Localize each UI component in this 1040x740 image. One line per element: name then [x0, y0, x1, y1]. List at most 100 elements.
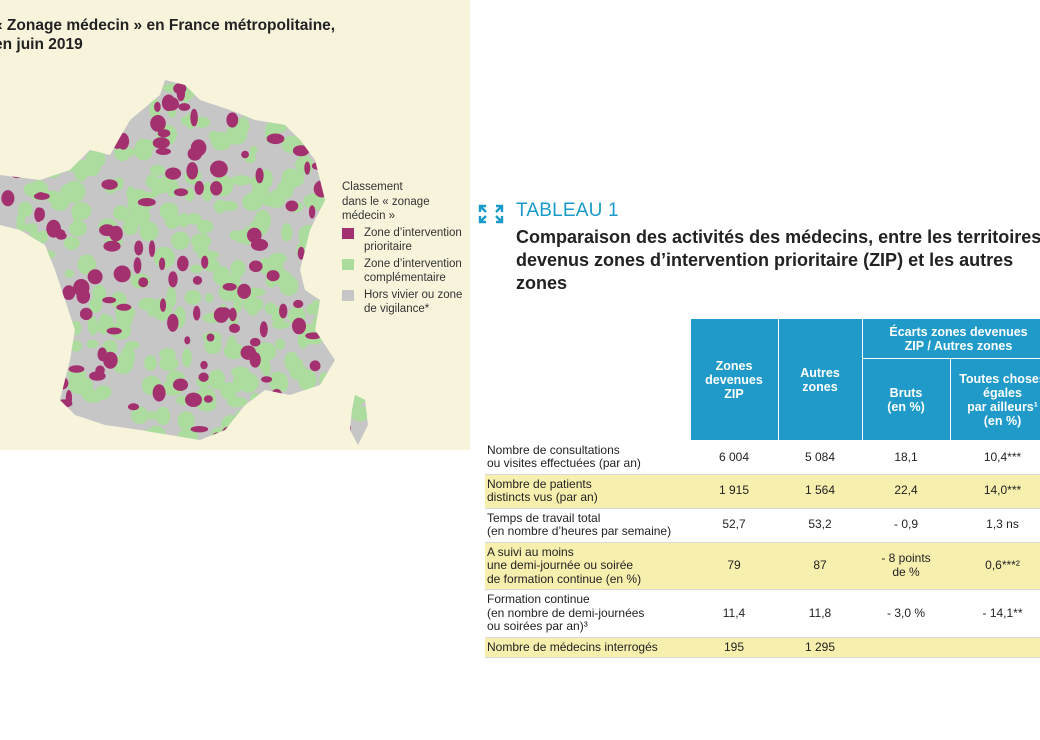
map-zone	[18, 308, 33, 319]
map-zone	[133, 257, 142, 274]
map-zone	[12, 354, 23, 362]
map-zone	[35, 207, 45, 221]
map-zone	[267, 189, 286, 209]
map-zone	[41, 100, 51, 116]
map-zone	[1, 277, 10, 293]
map-zone	[49, 284, 59, 296]
map-zone	[241, 416, 257, 427]
map-zone	[77, 254, 97, 275]
map-zone	[212, 266, 231, 286]
map-zone	[125, 429, 144, 445]
map-zone	[0, 148, 8, 163]
header-cell: Autres zones	[777, 318, 863, 441]
map-zone	[342, 395, 364, 408]
expand-icon[interactable]	[478, 204, 504, 224]
row-label-line: Temps de travail total	[487, 510, 601, 525]
map-zone	[58, 95, 70, 113]
row-label: A suivi au moins une demi-journée ou soir…	[485, 542, 690, 590]
map-zone	[326, 276, 340, 293]
map-zone	[360, 103, 367, 115]
map-zone	[190, 108, 198, 127]
map-zone	[311, 161, 328, 171]
table-cell: 195	[690, 637, 778, 658]
map-zone	[74, 166, 88, 182]
map-zone	[300, 115, 315, 133]
map-zone	[211, 132, 232, 151]
legend-heading-line: dans le « zonage	[342, 195, 430, 208]
row-label-line: une demi-journée ou soirée	[487, 558, 634, 572]
map-zone	[76, 288, 91, 304]
map-zone	[31, 80, 41, 83]
map-zone	[281, 424, 297, 436]
map-zone	[37, 156, 49, 167]
map-zone	[157, 129, 171, 138]
map-zone	[73, 139, 80, 149]
map-zone	[312, 313, 335, 326]
map-zone	[0, 132, 6, 143]
map-zone	[168, 271, 178, 288]
table-cell: - 3,0 %	[862, 589, 950, 638]
map-zone	[103, 240, 121, 252]
map-zone	[163, 97, 180, 111]
map-zone	[184, 336, 191, 345]
map-zone	[253, 407, 267, 420]
map-zone	[350, 332, 361, 343]
map-zone	[221, 200, 239, 212]
map-zone	[168, 443, 183, 445]
map-zone	[313, 405, 321, 416]
map-zone	[38, 328, 60, 338]
map-zone	[330, 374, 344, 393]
map-zone	[165, 167, 182, 180]
table-cell: 52,7	[690, 508, 778, 543]
map-zone	[361, 381, 368, 403]
map-zone	[14, 348, 28, 367]
map-title: « Zonage médecin » en France métropolita…	[0, 16, 335, 54]
row-label-line: Nombre de médecins interrogés	[487, 639, 658, 654]
map-zone	[113, 205, 129, 221]
map-zone	[334, 366, 352, 385]
map-zone	[365, 152, 368, 163]
map-zone	[271, 418, 288, 436]
map-zone	[254, 103, 275, 118]
map-zone	[289, 363, 308, 381]
map-zone	[92, 284, 107, 303]
legend-heading-line: médecin »	[342, 210, 396, 222]
table-heading: TABLEAU 1 Comparaison des activités des …	[478, 200, 1040, 295]
map-zone	[264, 302, 277, 315]
map-zone	[310, 138, 329, 154]
map-zone	[350, 315, 368, 335]
map-zone	[340, 444, 355, 445]
header-line: Écarts zones devenues	[889, 324, 1028, 339]
row-label: Temps de travail total (en nombre d’heure…	[485, 508, 690, 543]
map-zone	[10, 354, 29, 373]
map-zone	[57, 153, 79, 172]
map-zone	[0, 263, 5, 279]
map-zone	[364, 145, 368, 160]
map-zone	[318, 319, 334, 340]
map-zone	[192, 245, 209, 254]
map-zone	[266, 133, 285, 145]
map-zone	[59, 184, 75, 204]
map-zone	[255, 167, 264, 184]
row-label: Nombre de patients distincts vus (par an)	[485, 474, 690, 509]
map-zone	[275, 80, 288, 93]
map-zone	[70, 80, 81, 95]
map-zone	[25, 111, 35, 120]
map-zone	[338, 149, 347, 166]
map-zone	[324, 316, 343, 336]
table-title-line: zones	[516, 273, 568, 293]
row-label-line: (en nombre de demi-journées	[487, 605, 645, 620]
map-zone	[62, 150, 73, 164]
map-zone	[87, 269, 103, 285]
map-zone	[241, 150, 250, 159]
row-label-line: Formation continue	[487, 592, 590, 606]
table-row: Nombre de patients distincts vus (par an)…	[485, 474, 1040, 509]
map-zone	[51, 350, 67, 372]
map-zone	[36, 255, 43, 271]
map-zone	[53, 229, 66, 237]
map-zone	[23, 182, 41, 197]
map-zone	[313, 180, 330, 198]
map-zone	[337, 80, 358, 89]
empty-cell	[950, 637, 1040, 658]
